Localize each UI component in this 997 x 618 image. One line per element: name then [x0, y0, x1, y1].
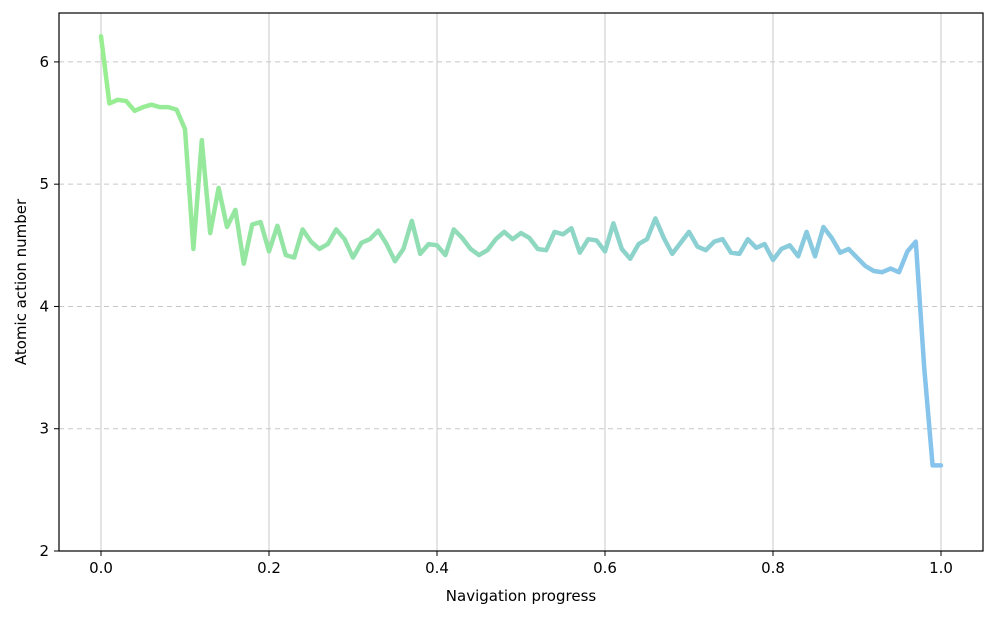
series-group [98, 33, 944, 468]
x-tick-label: 0.0 [89, 559, 113, 577]
y-tick-label: 6 [39, 53, 49, 71]
plot-frame [58, 12, 984, 552]
y-axis-title: Atomic action number [12, 198, 30, 365]
y-tick-label: 3 [39, 420, 49, 438]
y-tick-label: 5 [39, 175, 49, 193]
x-tick-label: 0.2 [257, 559, 281, 577]
x-tick-label: 1.0 [929, 559, 953, 577]
grid-lines [59, 13, 983, 551]
y-tick-label: 4 [39, 297, 49, 315]
x-tick-label: 0.6 [593, 559, 617, 577]
series-line [98, 33, 944, 468]
y-axis: 2 3 4 5 6 [39, 53, 59, 560]
x-tick-label: 0.4 [425, 559, 449, 577]
x-axis: 0.0 0.2 0.4 0.6 0.8 1.0 [89, 551, 953, 577]
x-axis-title: Navigation progress [446, 587, 597, 605]
x-tick-label: 0.8 [761, 559, 785, 577]
y-tick-label: 2 [39, 542, 49, 560]
